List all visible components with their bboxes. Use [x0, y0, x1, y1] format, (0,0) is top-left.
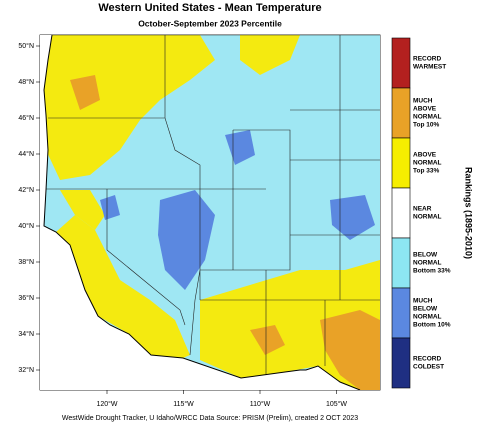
lat-label: 38°N — [18, 258, 34, 266]
lat-label: 48°N — [18, 78, 34, 86]
legend-swatch — [391, 37, 411, 89]
legend-label: BELOW — [413, 252, 438, 259]
lat-label: 50°N — [18, 42, 34, 50]
subtitle: October-September 2023 Percentile — [138, 18, 282, 28]
legend-label: Top 33% — [413, 168, 439, 175]
lat-label: 34°N — [18, 330, 34, 338]
lon-label: 120°W — [96, 400, 117, 408]
lon-label: 110°W — [250, 400, 271, 408]
legend-label: RECORD — [413, 56, 441, 63]
legend-label: MUCH — [413, 298, 433, 305]
legend-label: WARMEST — [413, 64, 446, 71]
legend-label: COLDEST — [413, 364, 444, 371]
legend-label: MUCH — [413, 98, 433, 105]
legend-title: Rankings (1895-2010) — [464, 167, 474, 259]
lon-label: 105°W — [326, 400, 347, 408]
legend-swatch — [391, 87, 411, 139]
lat-label: 40°N — [18, 222, 34, 230]
legend-label: NORMAL — [413, 160, 442, 167]
title: Western United States - Mean Temperature — [98, 2, 321, 14]
lat-label: 32°N — [18, 366, 34, 374]
legend-label: BELOW — [413, 306, 438, 313]
legend-label: ABOVE — [413, 106, 437, 113]
lat-label: 46°N — [18, 114, 34, 122]
legend-swatch — [391, 287, 411, 339]
legend-label: ABOVE — [413, 152, 437, 159]
lat-label: 44°N — [18, 150, 34, 158]
legend-label: NORMAL — [413, 214, 442, 221]
map — [39, 34, 381, 391]
legend-label: RECORD — [413, 356, 441, 363]
legend-label: Top 10% — [413, 122, 439, 129]
footer: WestWide Drought Tracker, U Idaho/WRCC D… — [62, 415, 358, 422]
lat-label: 42°N — [18, 186, 34, 194]
legend-swatch — [391, 237, 411, 289]
legend-label: NORMAL — [413, 114, 442, 121]
legend-swatch — [391, 137, 411, 189]
lat-label: 36°N — [18, 294, 34, 302]
legend-label: Bottom 33% — [413, 268, 451, 275]
legend-label: NEAR — [413, 206, 432, 213]
legend-label: NORMAL — [413, 260, 442, 267]
legend-swatch — [391, 187, 411, 239]
legend-label: Bottom 10% — [413, 322, 451, 329]
lon-label: 115°W — [173, 400, 194, 408]
legend-swatch — [391, 337, 411, 389]
legend-label: NORMAL — [413, 314, 442, 321]
